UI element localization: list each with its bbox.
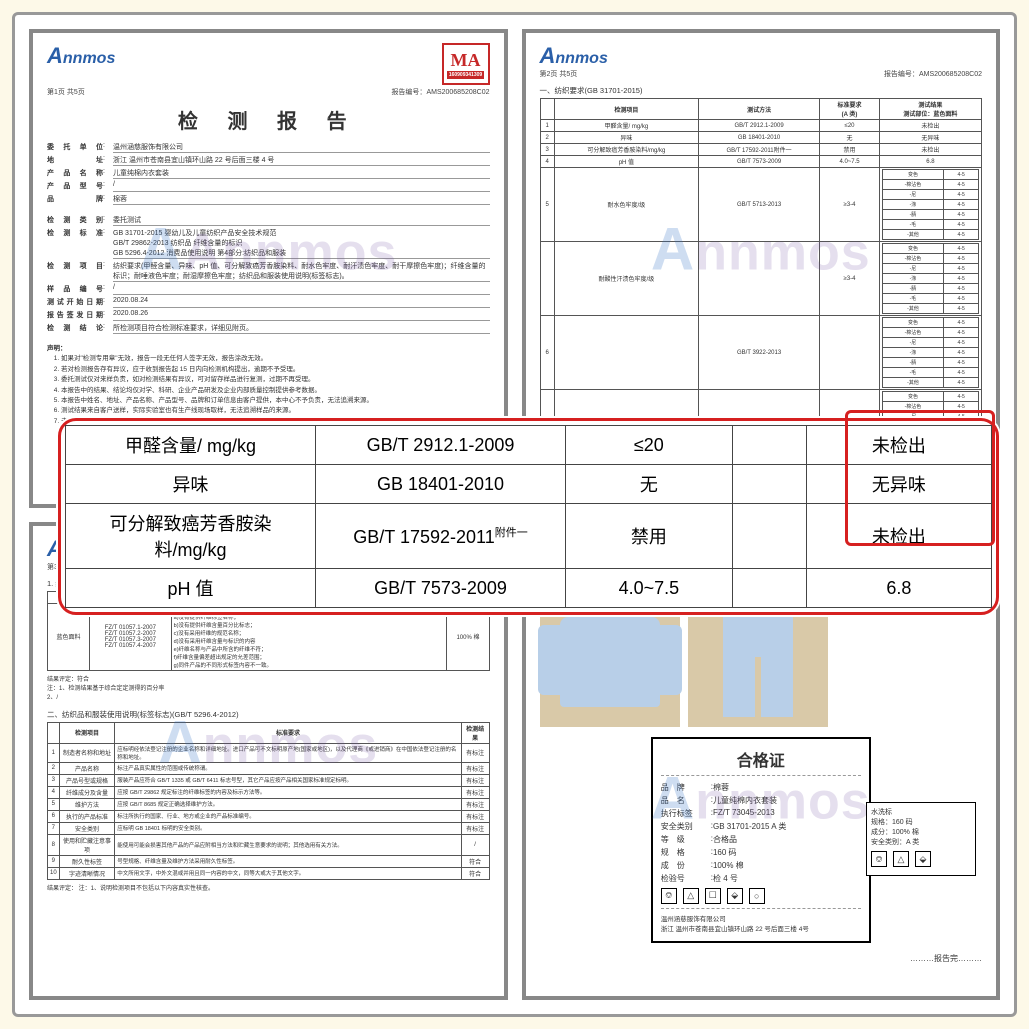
- iron-icon: ⬙: [727, 888, 743, 904]
- report-title: 检 测 报 告: [47, 105, 490, 134]
- highlighted-results-table: 甲醛含量/ mg/kgGB/T 2912.1-2009≤20未检出异味GB 18…: [65, 425, 992, 608]
- bleach-icon: △: [893, 851, 909, 867]
- highlighted-results-callout: 甲醛含量/ mg/kgGB/T 2912.1-2009≤20未检出异味GB 18…: [58, 418, 999, 615]
- brand-logo: Annmos: [47, 43, 115, 69]
- report-number: 报告编号：AMS200685208C02: [391, 87, 489, 97]
- dry-icon: ☐: [705, 888, 721, 904]
- sample-photos: [540, 597, 983, 727]
- care-symbols: ⎊ △ ☐ ⬙ ○: [661, 888, 861, 904]
- labeling-table: 检测项目标准要求检测结果 1制造者名称和地址应标明经依法登记注册的企业名称和详细…: [47, 722, 490, 880]
- report-end: ………报告完………: [540, 953, 983, 964]
- iron-icon: ⬙: [915, 851, 931, 867]
- brand-logo: Annmos: [540, 43, 608, 69]
- hang-tag: 水洗标 规格：160 码 成分：100% 棉 安全类别：A 类 ⎊ △ ⬙: [866, 802, 976, 876]
- wash-icon: ⎊: [871, 851, 887, 867]
- dryclean-icon: ○: [749, 888, 765, 904]
- certificate-card: 合格证 品 牌:棉蓉 品 名:儿童纯棉内衣套装 执行标签:FZ/T 73045-…: [651, 737, 871, 943]
- pants-photo: [688, 597, 828, 727]
- report-info-block: 委托单位:温州涵慈服饰有限公司 地址:浙江 温州市苍南县宜山镇环山路 22 号后…: [47, 142, 490, 334]
- shirt-photo: [540, 597, 680, 727]
- bleach-icon: △: [683, 888, 699, 904]
- wash-icon: ⎊: [661, 888, 677, 904]
- ma-certification-icon: MA160909341309: [442, 43, 490, 85]
- page-indicator: 第1页 共5页: [47, 87, 85, 97]
